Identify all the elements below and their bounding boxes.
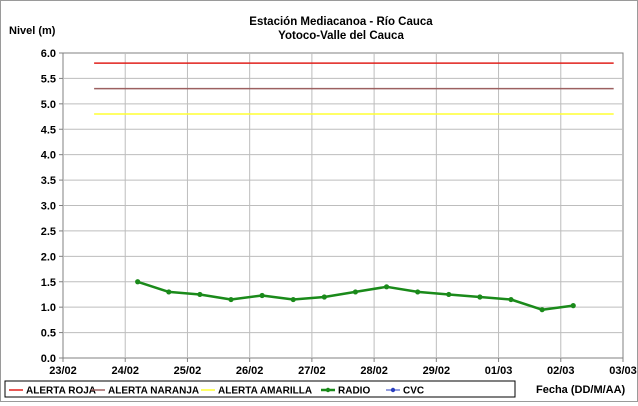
legend: ALERTA ROJA ALERTA NARANJA ALERTA AMARILLA… [4,380,516,398]
y-tick-label: 2.5 [41,226,56,238]
y-tick-label: 3.0 [41,201,56,213]
legend-label: ALERTA AMARILLA [218,386,312,397]
data-point [539,307,545,313]
y-tick-label: 0.0 [41,353,56,365]
x-tick-label: 02/03 [547,365,575,377]
x-tick-label: 27/02 [298,365,326,377]
y-tick-label: 4.0 [41,150,56,162]
data-point [446,291,452,298]
chart-subtitle: Yotoco-Valle del Cauca [278,30,404,42]
legend-marker [390,387,396,393]
x-tick-label: 03/03 [609,365,637,377]
y-tick-label: 0.5 [41,328,56,340]
data-point [228,296,234,303]
data-point [290,296,296,303]
y-tick-label: 6.0 [41,48,56,60]
legend-label: RADIO [338,386,370,397]
x-tick-label: 25/02 [174,365,202,377]
x-tick-label: 29/02 [423,365,451,377]
chart-title: Estación Mediacanoa - Río Cauca [249,16,433,28]
y-tick-label: 5.5 [41,73,56,85]
legend-box [4,380,516,398]
x-tick-label: 28/02 [360,365,388,377]
data-point [383,284,390,290]
y-tick-label: 5.0 [41,99,56,111]
y-tick-label: 3.5 [41,175,56,187]
y-tick-label: 2.0 [41,251,56,263]
data-point [508,296,514,303]
data-point [352,289,359,295]
data-point [570,303,576,309]
legend-label: ALERTA ROJA [26,386,96,397]
y-axis-label: Nivel (m) [9,25,56,37]
data-point [415,289,421,295]
data-point [477,294,483,300]
x-tick-label: 23/02 [49,365,77,377]
data-point [197,291,203,298]
y-tick-label: 1.0 [41,302,56,314]
data-point [166,289,172,295]
x-axis-label: Fecha (DD/M/AA) [536,384,626,396]
x-tick-label: 26/02 [236,365,264,377]
data-point [321,294,327,300]
legend-label: ALERTA NARANJA [108,386,199,397]
plot-area: 0.0 0.5 1.0 1.5 2.0 2.5 3.0 3.5 4.0 4.5 5.0 5.5 6.0 2… [41,48,637,377]
y-tick-label: 1.5 [41,277,56,289]
legend-label: CVC [403,386,424,397]
legend-marker [325,387,331,393]
y-tick-label: 4.5 [41,124,56,136]
data-point [259,292,265,299]
x-tick-label: 24/02 [111,365,139,377]
data-point [135,279,141,285]
x-tick-label: 01/03 [485,365,513,377]
